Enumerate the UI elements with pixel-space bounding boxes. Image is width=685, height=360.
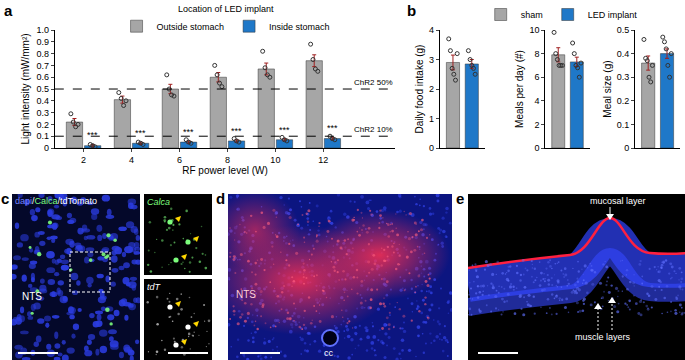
svg-text:12: 12 [318,155,328,165]
svg-text:Meal size (g): Meal size (g) [602,60,613,117]
svg-text:RF power level (W): RF power level (W) [182,165,268,176]
svg-text:ChR2 50%: ChR2 50% [354,78,393,87]
svg-text:8: 8 [225,155,230,165]
svg-text:6: 6 [534,72,539,82]
svg-text:Outside stomach: Outside stomach [157,22,225,32]
svg-text:b: b [407,2,416,19]
svg-text:cc: cc [324,348,334,358]
svg-text:Calca: Calca [147,197,170,207]
svg-text:***: *** [279,125,290,135]
svg-text:0.3: 0.3 [36,108,49,118]
svg-text:4: 4 [534,96,539,106]
svg-text:Light intensity (mW/mm²): Light intensity (mW/mm²) [20,33,31,144]
svg-text:NTS: NTS [236,289,256,300]
svg-text:tdT: tdT [147,282,162,292]
svg-text:Daily food intake (g): Daily food intake (g) [414,45,425,134]
svg-text:Location of LED implant: Location of LED implant [178,4,274,14]
svg-text:***: *** [327,123,338,133]
svg-text:e: e [456,190,464,207]
svg-text:c: c [1,190,9,207]
svg-text:Inside stomach: Inside stomach [269,22,330,32]
svg-text:8: 8 [534,49,539,59]
svg-text:***: *** [87,130,98,140]
svg-text:dapi/Calca/tdTomato: dapi/Calca/tdTomato [15,196,97,206]
svg-text:0.3: 0.3 [617,72,630,82]
svg-text:0.1: 0.1 [36,131,49,141]
svg-text:0: 0 [624,143,629,153]
svg-text:1.0: 1.0 [36,25,49,35]
svg-text:2: 2 [534,120,539,130]
svg-text:0.4: 0.4 [617,49,630,59]
svg-text:0.8: 0.8 [36,49,49,59]
svg-text:***: *** [231,126,242,136]
svg-text:0.7: 0.7 [36,61,49,71]
svg-text:***: *** [135,128,146,138]
svg-text:ChR2 10%: ChR2 10% [354,125,393,134]
svg-text:4: 4 [129,155,134,165]
svg-text:0: 0 [429,143,434,153]
svg-text:0.6: 0.6 [36,72,49,82]
svg-text:3: 3 [429,55,434,65]
svg-text:0.9: 0.9 [36,37,49,47]
svg-text:0.1: 0.1 [617,120,630,130]
svg-text:d: d [216,190,225,207]
svg-text:10: 10 [270,155,280,165]
svg-text:0.2: 0.2 [617,96,630,106]
svg-text:0: 0 [44,143,49,153]
svg-text:6: 6 [177,155,182,165]
svg-text:1: 1 [429,114,434,124]
svg-text:2: 2 [81,155,86,165]
svg-text:10: 10 [529,25,539,35]
svg-text:Meals per day (#): Meals per day (#) [514,50,525,128]
svg-text:2: 2 [429,84,434,94]
svg-text:0.2: 0.2 [36,120,49,130]
svg-text:0.5: 0.5 [36,84,49,94]
svg-text:0.4: 0.4 [36,96,49,106]
svg-text:mucosal layer: mucosal layer [590,196,646,206]
svg-text:sham: sham [521,10,543,20]
svg-text:4: 4 [429,25,434,35]
svg-text:0: 0 [534,143,539,153]
svg-text:***: *** [183,127,194,137]
svg-text:LED implant: LED implant [588,10,638,20]
svg-text:a: a [4,2,13,19]
svg-text:NTS: NTS [22,291,42,302]
svg-text:muscle layers: muscle layers [575,332,631,342]
svg-text:0.5: 0.5 [617,25,630,35]
